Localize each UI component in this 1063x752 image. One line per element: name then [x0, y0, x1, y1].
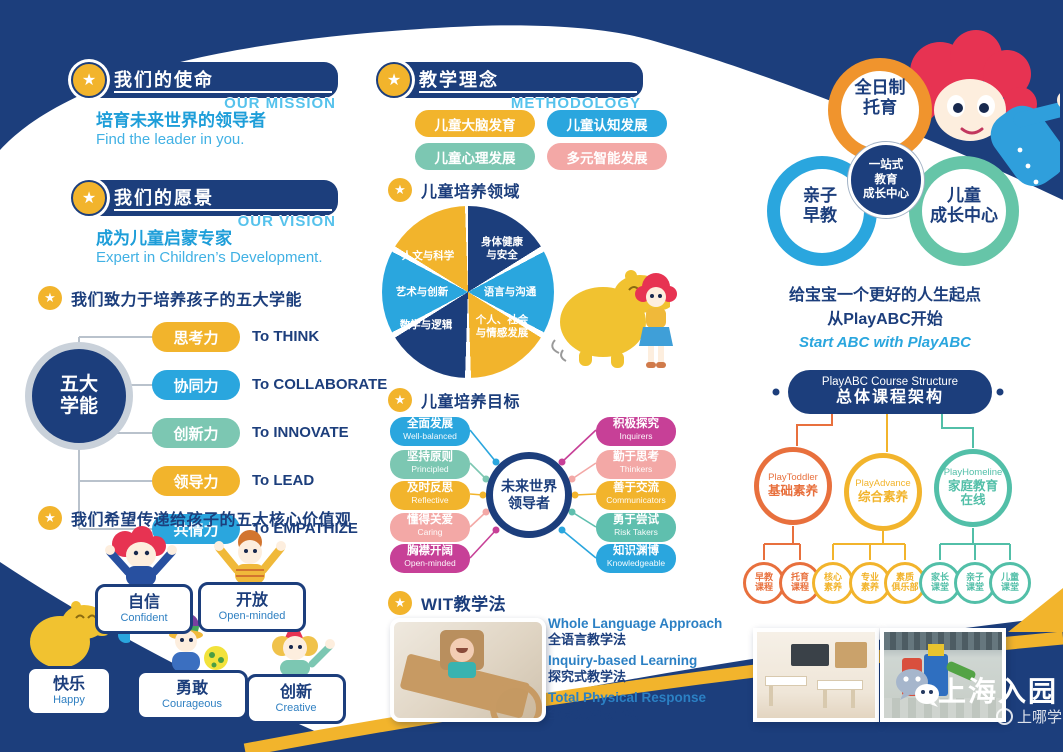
pie-slice-label: 语言与沟通 [483, 286, 537, 298]
small-girl-icon [635, 273, 677, 368]
goal-pill: 勤于思考 Thinkers [596, 450, 676, 479]
ability-pill: 协同力 [152, 370, 240, 400]
methodology-title: 教学理念 [419, 70, 499, 90]
pie-slice-label: 人文与科学 [401, 250, 455, 262]
goal-pill: 胸襟开阔 Open-minded [390, 544, 470, 573]
five-abilities-circle: 五大 学能 [25, 342, 133, 450]
vision-banner: ★ 我们的愿景 OUR VISION [68, 177, 338, 230]
star-icon: ★ [38, 286, 62, 310]
mission-tagline: OUR MISSION [224, 95, 336, 112]
wit-heading: ★ WIT教学法 [388, 590, 506, 615]
value-card: 自信 Confident [95, 584, 193, 634]
goal-pill: 知识渊博 Knowledgeable [596, 544, 676, 573]
pie-slice-label: 艺术与创新 [395, 286, 449, 298]
value-card: 开放 Open-minded [198, 582, 306, 632]
goal-pill: 全面发展 Well-balanced [390, 417, 470, 446]
ability-label: To THINK [252, 328, 320, 345]
methodology-pill: 儿童认知发展 [547, 110, 667, 137]
ability-label: To EMPATHIZE [252, 520, 358, 537]
star-icon: ★ [388, 388, 412, 412]
star-badge-icon: ★ [373, 59, 415, 101]
vision-text: 成为儿童启蒙专家 Expert in Children’s Developmen… [96, 229, 323, 266]
goals-heading: ★ 儿童培养目标 [388, 388, 520, 412]
star-icon: ★ [38, 506, 62, 530]
goal-pill: 勇于尝试 Risk Takers [596, 513, 676, 542]
wit-methods-list: Whole Language Approach 全语言教学法 Inquiry-ba… [548, 616, 722, 727]
ability-pill: 共情力 [152, 514, 240, 544]
future-leader-circle: 未来世界 领导者 [486, 452, 572, 538]
method-item: Total Physical Response 全身反应教学法 [548, 690, 707, 721]
methodology-banner: ★ 教学理念 METHODOLOGY [373, 59, 643, 112]
course-circle: 儿童 课堂 [989, 562, 1031, 604]
vision-tagline: OUR VISION [237, 213, 336, 230]
ability-pill: 思考力 [152, 322, 240, 352]
one-stop-hub: 一站式 教育 成长中心 [848, 142, 924, 218]
course-circle: 核心 素养 [812, 562, 854, 604]
brand-name: 上海入园 [938, 676, 1059, 707]
value-card: 快乐 Happy [26, 666, 112, 716]
open-boy-icon [214, 530, 286, 584]
ability-label: To INNOVATE [252, 424, 349, 441]
course-structure-header: PlayABC Course Structure 总体课程架构 [788, 370, 992, 414]
ring-label-top: 全日制 托育 [854, 78, 906, 117]
development-domains-pie: 身体健康 与安全 语言与沟通 个人、社会 与情感发展 数学与逻辑 艺术与创新 人… [382, 206, 554, 378]
methodology-tagline: METHODOLOGY [510, 95, 641, 112]
values-heading: ★ 我们希望传递给孩子的五大核心价值观 [38, 506, 352, 530]
confident-girl-icon [105, 526, 177, 586]
methodology-pill: 儿童大脑发育 [415, 110, 535, 137]
value-card: 勇敢 Courageous [136, 670, 248, 720]
watermark-logo-icon [996, 708, 1013, 725]
ability-pill: 领导力 [152, 466, 240, 496]
value-card: 创新 Creative [246, 674, 346, 724]
mission-banner: ★ 我们的使命 OUR MISSION [68, 59, 338, 112]
goal-pill: 积极探究 Inquirers [596, 417, 676, 446]
method-item: Inquiry-based Learning 探究式教学法 [548, 653, 698, 684]
goal-pill: 善于交流 Communicators [596, 481, 676, 510]
pie-slice-label: 数学与逻辑 [399, 319, 453, 331]
domains-heading: ★ 儿童培养领域 [388, 178, 520, 202]
vision-title: 我们的愿景 [114, 188, 214, 208]
goal-pill: 懂得关爱 Caring [390, 513, 470, 542]
ability-pill: 创新力 [152, 418, 240, 448]
star-icon: ★ [388, 178, 412, 202]
wechat-icon [896, 669, 939, 707]
branch-playadvance: PlayAdvance 综合素养 [844, 453, 922, 531]
branch-playhomeline: PlayHomeline 家庭教育 在线 [934, 449, 1012, 527]
ability-label: To LEAD [252, 472, 315, 489]
goal-pill: 及时反思 Reflective [390, 481, 470, 510]
pie-slice-label: 身体健康 与安全 [481, 236, 523, 261]
abilities-heading: ★ 我们致力于培养孩子的五大学能 [38, 286, 302, 310]
slogan-block: 给宝宝一个更好的人生起点 从PlayABC开始 Start ABC with P… [788, 287, 981, 351]
methodology-pill: 儿童心理发展 [415, 143, 535, 170]
method-item: Whole Language Approach 全语言教学法 [548, 616, 723, 647]
classroom-photo [753, 628, 879, 722]
watermark: 上哪学 [996, 706, 1062, 727]
mission-title: 我们的使命 [114, 70, 214, 90]
star-badge-icon: ★ [68, 177, 110, 219]
creative-girl-icon [272, 618, 335, 676]
structure-dot-left [772, 388, 780, 396]
wit-photo [390, 618, 546, 722]
ring-label-right: 儿童 成长中心 [930, 186, 998, 225]
pie-slice-label: 个人、社会 与情感发展 [475, 314, 529, 339]
goal-pill: 坚持原则 Principled [390, 450, 470, 479]
branch-playtoddler: PlayToddler 基础素养 [754, 447, 832, 525]
ability-label: To COLLABORATE [252, 376, 388, 393]
structure-dot-right [996, 388, 1004, 396]
mission-text: 培育未来世界的领导者 Find the leader in you. [96, 111, 266, 148]
methodology-pill: 多元智能发展 [547, 143, 667, 170]
star-badge-icon: ★ [68, 59, 110, 101]
ring-label-left: 亲子 早教 [803, 186, 837, 225]
star-icon: ★ [388, 590, 412, 615]
